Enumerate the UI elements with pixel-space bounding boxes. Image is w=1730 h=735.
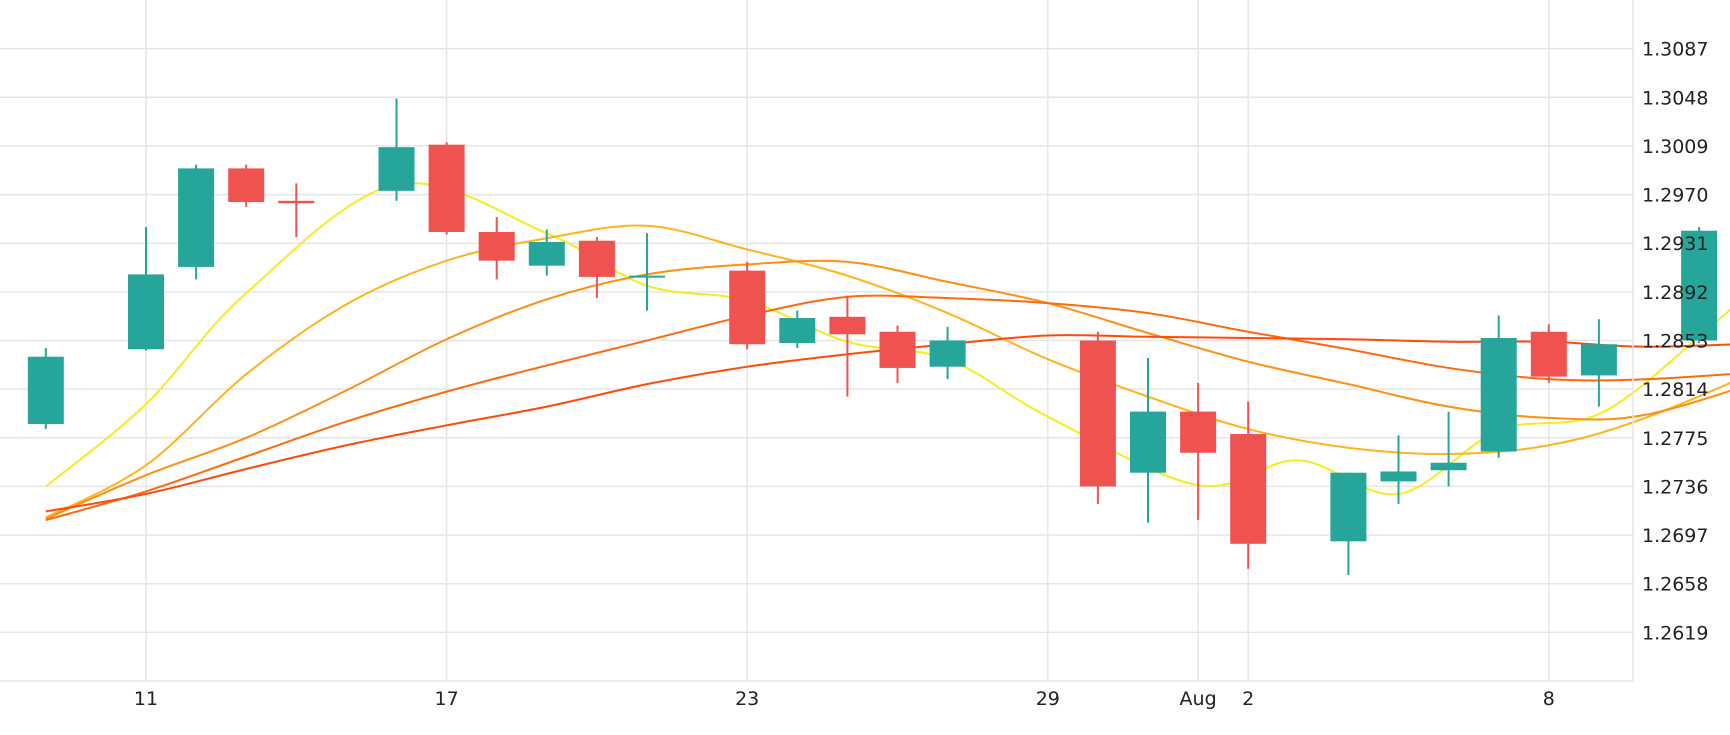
gridlines [0,0,1633,681]
candle-up [629,233,665,311]
price-tick-label: 1.2658 [1642,574,1708,596]
candle-up [1380,435,1417,504]
price-tick-label: 1.3048 [1642,87,1708,109]
candle-body [1230,434,1267,544]
candle-up [779,310,816,348]
candle-up [378,98,415,201]
time-tick-label: 17 [435,688,459,710]
price-tick-label: 1.2814 [1642,379,1708,401]
price-tick-label: 1.2892 [1642,282,1708,304]
candle-down [228,164,265,208]
candle-body [1681,230,1718,341]
candles [27,98,1718,575]
candle-body [228,168,265,203]
price-tick-label: 1.2619 [1642,622,1708,644]
candle-body [929,340,966,367]
candle-body [1380,471,1417,482]
candle-body [1480,338,1517,452]
candle-down [829,295,866,397]
price-axis: 1.3087 1.3048 1.3009 1.2970 1.2931 1.2892 1.28… [1642,39,1708,645]
candle-body [729,270,766,345]
price-tick-label: 1.2931 [1642,233,1708,255]
candle-down [1079,331,1116,504]
candle-body [178,168,215,267]
candle-up [1480,315,1517,458]
candle-body [528,241,565,266]
candle-up [1130,357,1166,523]
candle-body [629,275,665,278]
price-tick-label: 1.3087 [1642,39,1708,61]
candle-up [1330,472,1367,575]
moving-average-line [45,259,1730,520]
candle-up [1681,227,1718,343]
time-tick-label: 2 [1242,688,1254,710]
candle-down [478,217,515,280]
candle-up [528,229,565,276]
candle-body [1130,411,1166,473]
candle-down [729,261,766,350]
price-tick-label: 1.2775 [1642,428,1708,450]
candle-body [578,240,615,277]
candle-body [278,200,315,204]
candle-down [879,325,916,383]
candle-down [1180,382,1217,521]
candle-body [1580,344,1617,376]
candle-body [829,316,866,335]
price-tick-label: 1.3009 [1642,136,1708,158]
candle-body [1530,331,1567,377]
price-tick-label: 1.2970 [1642,185,1708,207]
candle-down [1230,401,1267,569]
candle-body [27,356,64,425]
price-tick-label: 1.2736 [1642,476,1708,498]
candle-down [278,183,315,237]
time-tick-label: 11 [134,688,158,710]
candle-up [1580,319,1617,407]
price-tick-label: 1.2853 [1642,331,1708,353]
candle-body [1330,472,1367,542]
moving-average-line [45,224,1730,519]
candle-down [428,142,465,235]
candle-body [478,231,515,261]
time-axis: 11172329Aug281420 [134,688,1555,710]
candle-body [1079,340,1116,487]
candle-up [178,164,215,280]
candle-body [1430,462,1467,471]
candle-body [779,318,816,343]
time-tick-label: 8 [1543,688,1555,710]
candle-body [128,274,164,350]
candle-body [879,331,916,368]
candle-body [1180,411,1217,453]
time-tick-label: 23 [735,688,759,710]
price-tick-label: 1.2697 [1642,525,1708,547]
moving-average-line [45,294,1730,522]
candle-body [428,144,465,232]
candle-up [27,347,64,430]
candle-down [1530,324,1567,383]
candle-up [1430,411,1467,487]
time-tick-label: Aug [1180,688,1217,710]
time-tick-label: 29 [1036,688,1060,710]
candle-up [929,326,966,380]
candle-up [128,227,164,351]
candle-down [578,236,615,299]
candle-body [378,147,415,191]
